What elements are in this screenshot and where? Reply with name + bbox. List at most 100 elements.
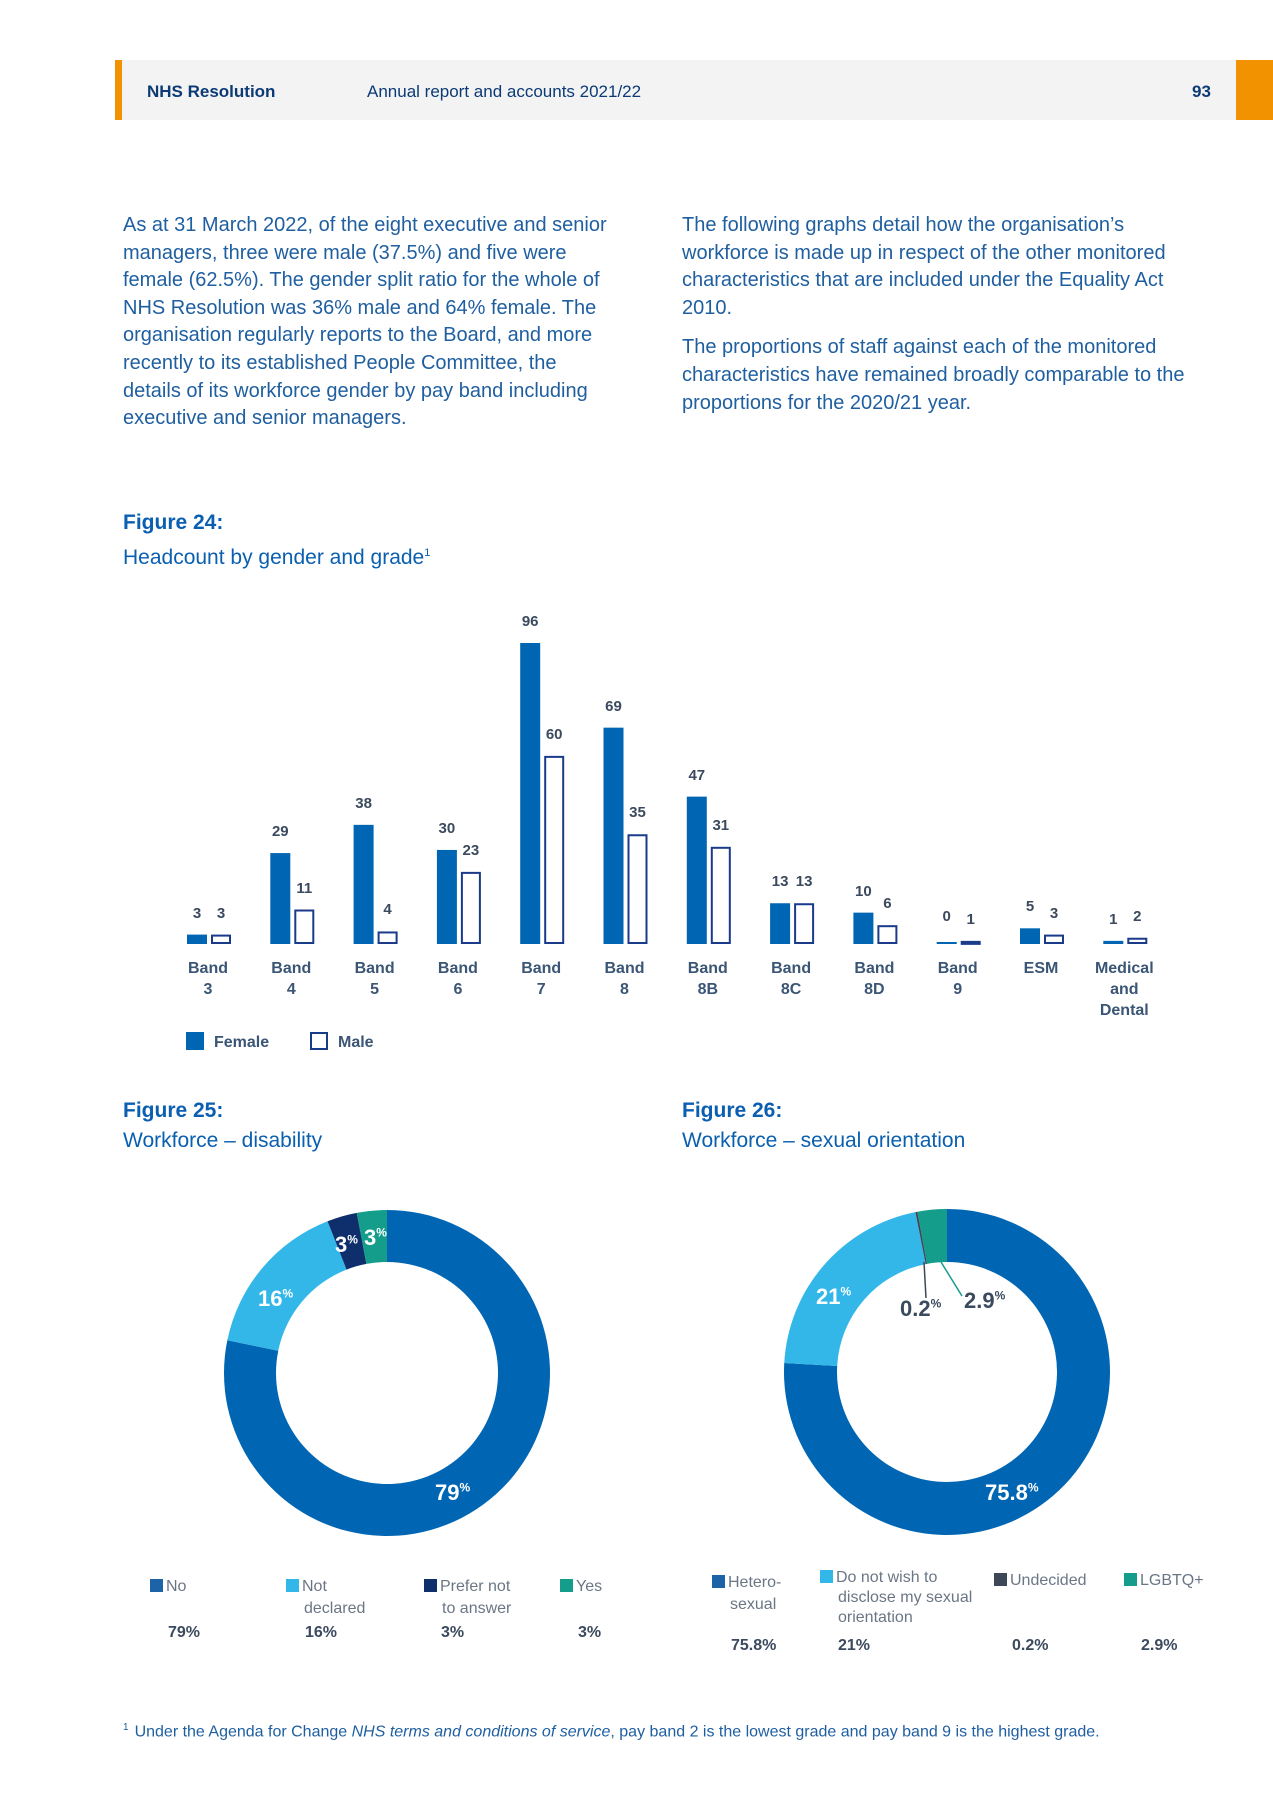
legend-value: 3% [441,1624,465,1641]
bar-value-label: 38 [355,794,372,812]
donut-label: 75.8% [985,1480,1039,1505]
figure-24-title: Figure 24: Headcount by gender and grade… [123,508,430,573]
bar-female [603,727,624,944]
bar-female [686,796,707,944]
bar-male [460,871,481,945]
legend-item: Do not wish to disclose my sexual orientat… [820,1568,972,1628]
legend-label: Female [214,1034,270,1051]
figure-26-title: Figure 26: Workforce – sexual orientation [682,1096,965,1156]
figure-label: Figure 26: [682,1099,783,1122]
bar-value-label: 2 [1133,907,1142,925]
bar-female [353,824,374,944]
legend-value: 0.2% [1012,1637,1049,1654]
category-label: Band 7 [521,960,562,998]
paragraph: As at 31 March 2022, of the eight execut… [123,214,607,430]
bar-value-label: 3 [192,904,202,922]
category-label: Band 9 [937,960,978,998]
legend-item: LGBTQ+ [1124,1570,1204,1592]
legend-item: Prefer not to answer [424,1576,511,1620]
bar-value-label: 30 [438,819,456,837]
figure-caption: Workforce – sexual orientation [682,1129,966,1152]
donut-label: 3% [335,1232,358,1257]
legend-item: Yes [560,1576,602,1598]
figure-25-title: Figure 25: Workforce – disability [123,1096,322,1156]
bar-chart [187,643,1148,945]
bar-female [936,942,957,944]
donut-label: 3% [364,1225,387,1250]
category-label: Band 4 [271,960,312,998]
report-title: Annual report and accounts 2021/22 [367,82,642,101]
paragraph: The following graphs detail how the orga… [682,214,1166,319]
bar-female [270,853,291,944]
category-label: Band 8 [604,960,645,998]
donut-slice [223,1210,551,1537]
bar-value-label: 96 [521,613,539,630]
donut-slice [227,1221,347,1351]
bar-male [960,940,981,945]
bar-value-label: 1 [966,910,975,928]
category-label: Band 6 [437,960,478,998]
bar-female [520,643,541,944]
leader-line [923,1261,927,1299]
legend-value: 16% [305,1624,338,1641]
bar-value-label: 69 [605,697,622,715]
donut-label: 16% [258,1286,294,1311]
donut-slice [784,1209,1110,1535]
bar-male [544,755,565,944]
category-label: Band 8C [771,960,812,998]
bar-male [1127,937,1148,945]
figure-label: Figure 24: [123,511,224,534]
legend-male: Male [310,1032,374,1052]
legend-swatch [186,1032,204,1050]
figure-caption: Headcount by gender and grade [123,546,425,569]
category-label: Band 8D [854,960,895,998]
bar-value-label: 47 [688,766,706,784]
bar-value-label: 23 [462,841,480,859]
bar-male [294,909,315,945]
bar-value-label: 31 [712,816,730,834]
donut-slice [917,1209,947,1264]
donut-slice [784,1212,926,1366]
figure-caption: Workforce – disability [123,1129,323,1152]
bar-value-label: 13 [771,873,789,891]
legend-value: 21% [838,1637,871,1654]
legend-item: Undecided [994,1570,1087,1592]
donut-label: 2.9% [964,1288,1006,1313]
org-name: NHS Resolution [147,82,276,101]
bar-female [436,849,457,944]
bar-male [794,903,815,944]
bar-male [627,834,648,945]
footnote: 1 Under the Agenda for Change NHS terms a… [123,1722,1100,1741]
bar-female [187,934,207,944]
bar-value-label: 35 [629,804,646,822]
legend-value: 2.9% [1141,1637,1178,1654]
bar-male [211,934,231,944]
bar-male [710,846,731,944]
legend-swatch [310,1032,328,1050]
bar-value-label: 29 [271,823,289,841]
donut-label: 21% [816,1284,852,1309]
legend-value: 79% [168,1624,201,1641]
bar-value-label: 1 [1109,910,1118,928]
bar-value-label: 60 [545,725,563,743]
bar-male [377,931,398,944]
bar-value-label: 11 [296,879,313,897]
category-label: Medical and Dental [1094,960,1154,1019]
header-band [115,60,1236,120]
donut-label: 79% [435,1480,471,1505]
intro-left: As at 31 March 2022, of the eight execut… [123,212,608,445]
bar-value-label: 13 [795,873,813,891]
legend-item: Hetero-sexual [712,1572,781,1616]
legend-label: Male [338,1034,374,1051]
footnote-ref: 1 [424,547,431,559]
bar-female [770,903,791,944]
bar-value-label: 5 [1025,898,1035,916]
legend-item: No [150,1576,186,1598]
category-label: Band 5 [354,960,395,998]
bar-male [877,925,898,944]
legend-item: Not declared [286,1576,365,1620]
bar-value-label: 10 [855,882,872,900]
bar-value-label: 6 [883,895,892,913]
intro-right: The following graphs detail how the orga… [682,212,1192,429]
